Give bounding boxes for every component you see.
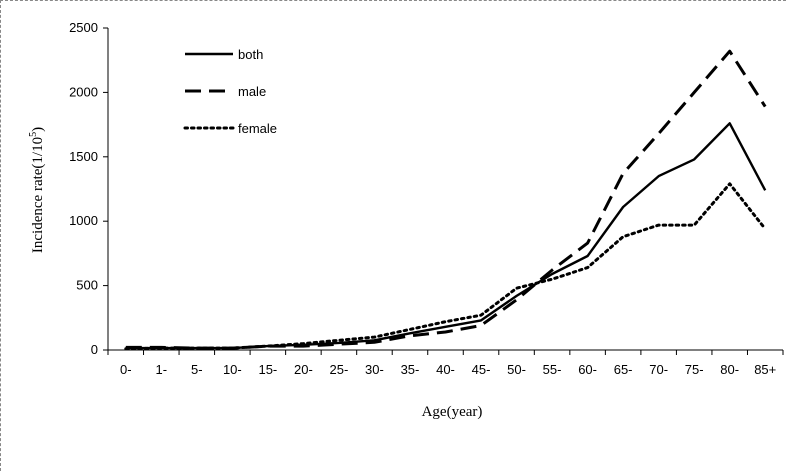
y-axis-title-sup: 5	[28, 132, 39, 137]
x-tick-label: 55-	[543, 362, 562, 377]
axes	[103, 27, 784, 355]
legend-label-both: both	[238, 47, 263, 62]
x-tick-label: 15-	[258, 362, 277, 377]
y-tick-label: 0	[91, 342, 98, 357]
y-axis-title-close: )	[30, 127, 46, 132]
series-line-male	[125, 49, 767, 350]
x-tick-label: 75-	[685, 362, 704, 377]
legend-label-female: female	[238, 121, 277, 136]
x-tick-label: 65-	[614, 362, 633, 377]
legend: both male female	[183, 47, 277, 136]
x-tick-labels: 0- 1- 5- 10- 15- 20- 25- 30- 35- 40- 45- 50- 55- 60- 6…	[120, 362, 776, 377]
y-tick-label: 2500	[69, 20, 98, 35]
x-tick-label: 5-	[191, 362, 203, 377]
series-lines	[124, 49, 767, 351]
x-tick-label: 80-	[720, 362, 739, 377]
x-tick-label: 40-	[436, 362, 455, 377]
x-tick-label: 10-	[223, 362, 242, 377]
x-tick-label: 50-	[507, 362, 526, 377]
x-tick-label: 70-	[649, 362, 668, 377]
y-tick-label: 1500	[69, 149, 98, 164]
y-tick-label: 1000	[69, 213, 98, 228]
series-line-both	[125, 122, 767, 350]
x-tick-label: 35-	[401, 362, 420, 377]
legend-label-male: male	[238, 84, 266, 99]
x-tick-label: 85+	[754, 362, 776, 377]
series-line-female	[124, 182, 767, 351]
x-tick-label: 25-	[330, 362, 349, 377]
x-tick-label: 45-	[472, 362, 491, 377]
y-axis-title: Incidence rate(1/105)	[28, 127, 46, 253]
x-tick-label: 0-	[120, 362, 132, 377]
x-axis-title: Age(year)	[422, 404, 483, 420]
y-tick-label: 500	[76, 278, 98, 293]
y-tick-label: 2000	[69, 84, 98, 99]
x-tick-label: 1-	[156, 362, 168, 377]
y-axis-title-main: Incidence rate(1/10	[30, 137, 46, 253]
x-tick-label: 60-	[578, 362, 597, 377]
x-tick-label: 20-	[294, 362, 313, 377]
y-tick-labels: 0 500 1000 1500 2000 2500	[69, 20, 98, 357]
x-tick-label: 30-	[365, 362, 384, 377]
